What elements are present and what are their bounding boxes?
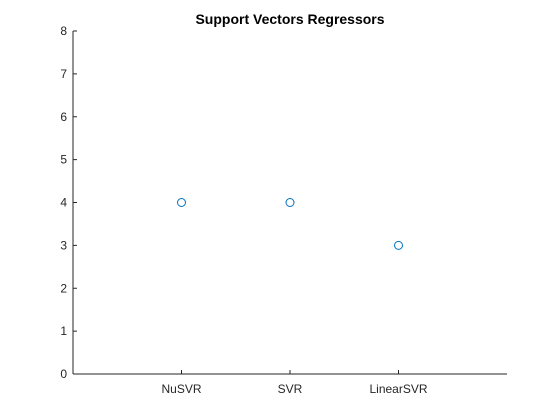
- y-tick-label: 6: [60, 110, 67, 124]
- y-tick-label: 2: [60, 281, 67, 295]
- y-tick-label: 1: [60, 324, 67, 338]
- data-point-svr: [285, 198, 295, 207]
- y-tick-label: 5: [60, 153, 67, 167]
- data-point-nusvr: [177, 198, 186, 207]
- y-tick-label: 7: [60, 67, 67, 81]
- data-point-linearsvr: [394, 240, 403, 250]
- y-tick-label: 0: [60, 367, 67, 381]
- x-axis: NuSVR SVR LinearSVR: [73, 370, 507, 396]
- y-tick-label: 4: [60, 196, 67, 210]
- x-tick-label: LinearSVR: [369, 382, 427, 396]
- x-tick-label: SVR: [278, 382, 303, 396]
- data-points: [177, 198, 403, 250]
- y-tick-label: 8: [60, 24, 67, 38]
- y-tick-label: 3: [60, 238, 67, 252]
- chart-title: Support Vectors Regressors: [195, 11, 384, 27]
- y-axis: 0 1 2 3 4 5 6 7 8: [60, 24, 77, 381]
- x-tick-label: NuSVR: [161, 382, 201, 396]
